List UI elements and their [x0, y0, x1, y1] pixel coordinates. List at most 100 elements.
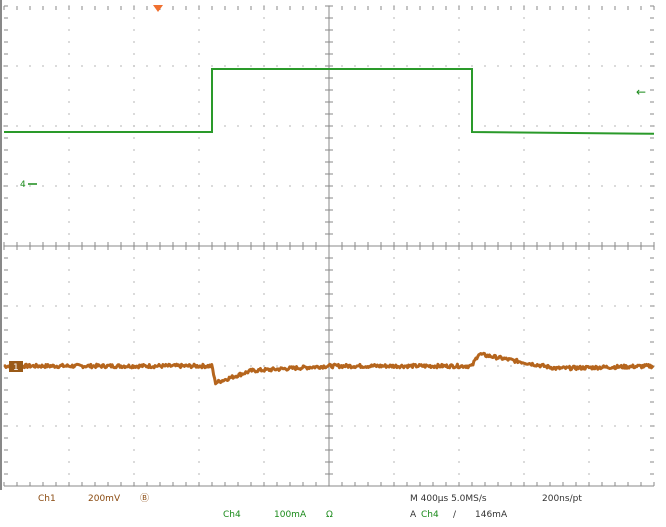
grid-dot	[133, 149, 135, 151]
grid-dot	[250, 305, 252, 307]
grid-dot	[68, 281, 70, 283]
grid-dot	[588, 449, 590, 451]
grid-dot	[367, 125, 369, 127]
grid-dot	[133, 257, 135, 259]
grid-dot	[601, 185, 603, 187]
grid-dot	[81, 305, 83, 307]
grid-dot	[588, 221, 590, 223]
grid-dot	[523, 89, 525, 91]
grid-dot	[133, 473, 135, 475]
grid-dot	[68, 137, 70, 139]
grid-dot	[68, 305, 70, 307]
grid-dot	[107, 125, 109, 127]
grid-dot	[133, 197, 135, 199]
grid-dot	[133, 65, 135, 67]
grid-dot	[289, 185, 291, 187]
grid-dot	[198, 77, 200, 79]
grid-dot	[68, 65, 70, 67]
ch1-bandwidth-icon: Ⓑ	[140, 494, 150, 504]
grid-dot	[16, 305, 18, 307]
grid-dot	[133, 221, 135, 223]
grid-dot	[601, 65, 603, 67]
grid-dot	[68, 437, 70, 439]
grid-dot	[458, 437, 460, 439]
grid-dot	[146, 305, 148, 307]
grid-dot	[263, 269, 265, 271]
grid-dot	[471, 65, 473, 67]
grid-dot	[419, 425, 421, 427]
grid-dot	[510, 425, 512, 427]
grid-dot	[484, 65, 486, 67]
grid-dot	[536, 185, 538, 187]
grid-dot	[523, 209, 525, 211]
grid-dot	[393, 305, 395, 307]
grid-dot	[588, 17, 590, 19]
grid-dot	[458, 413, 460, 415]
grid-dot	[445, 185, 447, 187]
grid-dot	[458, 29, 460, 31]
grid-dot	[458, 17, 460, 19]
grid-dot	[406, 185, 408, 187]
grid-dot	[29, 305, 31, 307]
grid-dot	[627, 425, 629, 427]
grid-dot	[588, 401, 590, 403]
grid-dot	[263, 341, 265, 343]
grid-dot	[393, 461, 395, 463]
grid-dot	[575, 125, 577, 127]
grid-dot	[198, 377, 200, 379]
grid-dot	[575, 185, 577, 187]
grid-dot	[458, 425, 460, 427]
grid-dot	[68, 29, 70, 31]
grid-dot	[458, 461, 460, 463]
grid-dot	[523, 341, 525, 343]
grid-dot	[588, 173, 590, 175]
grid-dot	[263, 365, 265, 367]
grid-dot	[588, 137, 590, 139]
grid-dot	[393, 329, 395, 331]
timebase-readout: M 400µs 5.0MS/s	[410, 494, 487, 504]
grid-dot	[81, 185, 83, 187]
grid-dot	[68, 257, 70, 259]
grid-dot	[276, 365, 278, 367]
grid-dot	[250, 65, 252, 67]
grid-dot	[146, 425, 148, 427]
grid-dot	[224, 305, 226, 307]
grid-dot	[263, 65, 265, 67]
graticule	[3, 5, 655, 487]
grid-dot	[458, 149, 460, 151]
grid-dot	[133, 269, 135, 271]
grid-dot	[68, 149, 70, 151]
grid-dot	[393, 317, 395, 319]
grid-dot	[523, 269, 525, 271]
grid-dot	[588, 341, 590, 343]
grid-dot	[601, 425, 603, 427]
grid-dot	[523, 389, 525, 391]
ch4-scale: 100mA	[274, 510, 307, 520]
grid-dot	[198, 149, 200, 151]
grid-dot	[120, 65, 122, 67]
grid-dot	[393, 389, 395, 391]
grid-dot	[68, 353, 70, 355]
grid-dot	[68, 269, 70, 271]
grid-dot	[68, 125, 70, 127]
grid-dot	[172, 65, 174, 67]
grid-dot	[393, 269, 395, 271]
grid-dot	[250, 125, 252, 127]
grid-dot	[263, 233, 265, 235]
grid-dot	[55, 425, 57, 427]
grid-dot	[198, 473, 200, 475]
grid-dot	[198, 41, 200, 43]
grid-dot	[393, 17, 395, 19]
grid-dot	[588, 257, 590, 259]
grid-dot	[68, 413, 70, 415]
grid-dot	[393, 401, 395, 403]
grid-dot	[68, 41, 70, 43]
grid-dot	[354, 125, 356, 127]
grid-dot	[224, 365, 226, 367]
ch1-trace	[3, 351, 655, 386]
grid-dot	[588, 425, 590, 427]
grid-dot	[523, 449, 525, 451]
grid-dot	[146, 65, 148, 67]
grid-dot	[458, 293, 460, 295]
grid-dot	[523, 365, 525, 367]
